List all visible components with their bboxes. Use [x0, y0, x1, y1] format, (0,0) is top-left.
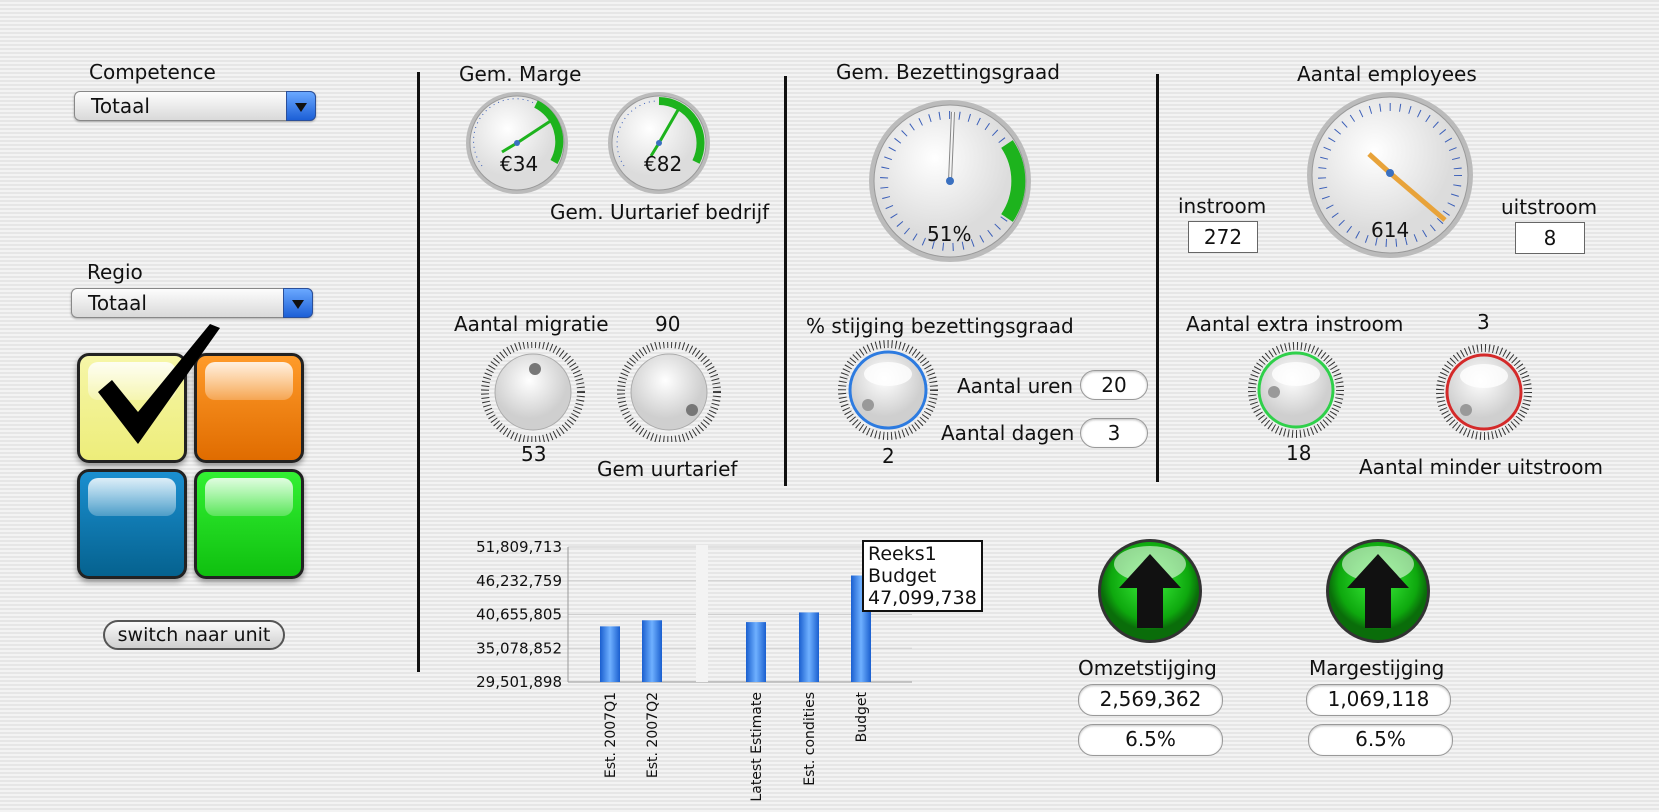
- competence-label: Competence: [89, 60, 216, 84]
- switch-unit-button[interactable]: switch naar unit: [103, 620, 285, 650]
- checkmark-icon: [98, 324, 220, 444]
- marge-stijging-pct: 6.5%: [1308, 724, 1453, 756]
- employees-value: 614: [1371, 218, 1410, 242]
- marge-stijging-label: Margestijging: [1309, 656, 1445, 680]
- divider: [784, 76, 787, 486]
- dagen-field[interactable]: 3: [1080, 418, 1148, 448]
- competence-select[interactable]: Totaal: [74, 91, 316, 121]
- tile-orange[interactable]: [194, 353, 304, 463]
- uitstroom-field[interactable]: 8: [1515, 222, 1585, 254]
- omzet-value: 2,569,362: [1078, 684, 1223, 716]
- uurtarief-bedrijf-value: €82: [644, 152, 683, 176]
- y-tick-label: 46,232,759: [476, 572, 562, 590]
- tooltip-category: Budget: [868, 565, 937, 587]
- extra-instroom-label: Aantal extra instroom: [1186, 312, 1404, 336]
- bar-chart: 51,809,713 46,232,759 40,655,805 35,078,852…: [476, 538, 912, 802]
- marge-gauge-value: €34: [500, 152, 539, 176]
- regio-select[interactable]: Totaal: [71, 288, 313, 318]
- bar: [600, 626, 620, 682]
- omzet-pct: 6.5%: [1078, 724, 1223, 756]
- uren-field[interactable]: 20: [1080, 370, 1148, 400]
- x-tick-label: Est. 2007Q2: [645, 692, 661, 778]
- minder-uitstroom-label: Aantal minder uitstroom: [1359, 455, 1603, 479]
- divider: [417, 72, 420, 672]
- migratie-value: 53: [521, 442, 547, 466]
- uurtarief-label: Gem uurtarief: [597, 457, 738, 481]
- stijging-knob[interactable]: [838, 340, 938, 440]
- bezetting-gauge: [869, 100, 1031, 262]
- x-tick-label: Est. condities: [802, 692, 818, 786]
- x-tick-label: Est. 2007Q1: [603, 692, 619, 778]
- y-tick-label: 35,078,852: [476, 639, 562, 657]
- uurtarief-bedrijf-label: Gem. Uurtarief bedrijf: [550, 200, 770, 224]
- bar: [799, 612, 819, 682]
- group-gap: [696, 545, 708, 682]
- uurtarief-knob[interactable]: [614, 342, 724, 442]
- stijging-label: % stijging bezettingsgraad: [806, 314, 1074, 338]
- x-tick-label: Latest Estimate: [749, 692, 765, 802]
- migratie-knob[interactable]: [478, 342, 588, 442]
- dagen-label: Aantal dagen: [941, 421, 1075, 445]
- bezetting-title: Gem. Bezettingsgraad: [836, 60, 1060, 84]
- uren-label: Aantal uren: [957, 374, 1074, 398]
- minder-uitstroom-value: 3: [1477, 310, 1490, 334]
- marge-stijging-value: 1,069,118: [1306, 684, 1451, 716]
- employees-title: Aantal employees: [1297, 62, 1477, 86]
- minder-uitstroom-knob[interactable]: [1436, 344, 1532, 440]
- marge-up-arrow-icon: [1326, 539, 1430, 643]
- marge-gauge: [466, 92, 568, 194]
- bar: [642, 620, 662, 682]
- instroom-label: instroom: [1178, 194, 1267, 218]
- y-tick-label: 29,501,898: [476, 673, 562, 691]
- divider: [1156, 74, 1159, 482]
- tooltip-value: 47,099,738: [868, 587, 977, 609]
- chart-tooltip: Reeks1 Budget 47,099,738: [862, 540, 983, 612]
- x-tick-label: Budget: [854, 691, 870, 742]
- y-tick-label: 51,809,713: [476, 538, 562, 556]
- chevron-down-icon[interactable]: [286, 91, 316, 121]
- uurtarief-value: 90: [655, 312, 681, 336]
- competence-select-value: Totaal: [91, 94, 150, 118]
- tooltip-series: Reeks1: [868, 543, 937, 565]
- omzet-label: Omzetstijging: [1078, 656, 1217, 680]
- regio-select-value: Totaal: [88, 291, 147, 315]
- migratie-label: Aantal migratie: [454, 312, 609, 336]
- uitstroom-label: uitstroom: [1501, 195, 1598, 219]
- employees-gauge: [1307, 92, 1473, 258]
- tile-green[interactable]: [194, 469, 304, 579]
- bezetting-value: 51%: [927, 222, 972, 246]
- bar: [746, 622, 766, 682]
- chevron-down-icon[interactable]: [283, 288, 313, 318]
- y-tick-label: 40,655,805: [476, 606, 562, 624]
- tile-blue[interactable]: [77, 469, 187, 579]
- omzet-up-arrow-icon: [1098, 539, 1202, 643]
- regio-label: Regio: [87, 260, 143, 284]
- extra-instroom-value: 18: [1286, 441, 1312, 465]
- instroom-field[interactable]: 272: [1188, 221, 1258, 253]
- uurtarief-bedrijf-gauge: [608, 92, 710, 194]
- extra-instroom-knob[interactable]: [1248, 342, 1344, 438]
- stijging-value: 2: [882, 444, 895, 468]
- gem-marge-title: Gem. Marge: [459, 62, 582, 86]
